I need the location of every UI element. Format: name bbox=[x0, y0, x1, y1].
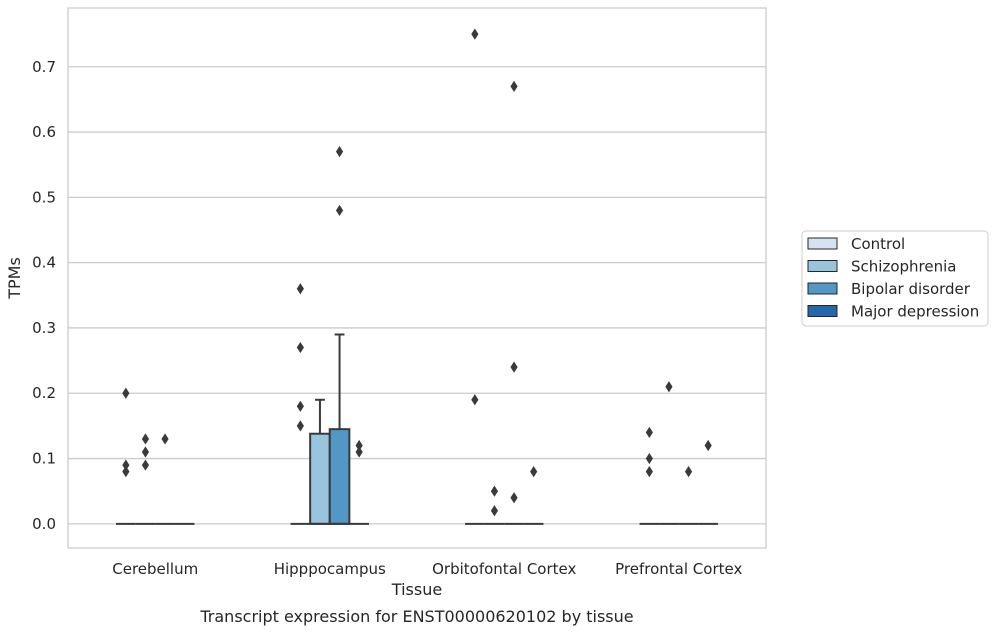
x-tick-labels: Cerebellum Hipppocampus Orbitofontal Corte… bbox=[112, 560, 742, 578]
x-axis-label: Tissue bbox=[391, 580, 442, 599]
outlier-point bbox=[141, 433, 150, 445]
outlier-point bbox=[510, 492, 518, 504]
legend-label: Bipolar disorder bbox=[851, 280, 971, 298]
outlier-point bbox=[296, 400, 304, 412]
legend-swatch bbox=[807, 305, 838, 317]
box-body bbox=[309, 432, 331, 525]
outlier-point bbox=[161, 433, 169, 445]
x-tick-label: Cerebellum bbox=[112, 560, 198, 578]
outlier-point bbox=[645, 466, 653, 478]
y-tick-label: 0.5 bbox=[32, 188, 56, 206]
y-tick-label: 0.1 bbox=[32, 450, 56, 468]
legend-label: Control bbox=[851, 235, 905, 253]
outlier-point bbox=[296, 341, 304, 354]
outlier-point bbox=[510, 361, 518, 373]
plot-frame bbox=[67, 7, 767, 549]
outlier-point bbox=[141, 459, 150, 471]
outlier-layer bbox=[122, 28, 712, 517]
legend-swatch bbox=[807, 237, 838, 250]
outlier-point bbox=[355, 446, 363, 458]
y-tick-label: 0.6 bbox=[32, 123, 56, 141]
outlier-point bbox=[490, 485, 499, 497]
legend-label: Schizophrenia bbox=[851, 258, 956, 276]
outlier-point bbox=[335, 204, 344, 217]
y-tick-label: 0.4 bbox=[32, 254, 56, 272]
x-tick-label: Orbitofontal Cortex bbox=[432, 560, 576, 578]
outlier-point bbox=[645, 452, 653, 465]
y-axis-label: TPMs bbox=[5, 257, 24, 300]
plot-area bbox=[68, 8, 766, 548]
legend: Control Schizophrenia Bipolar disorder Majo… bbox=[801, 230, 989, 327]
outlier-point bbox=[530, 466, 538, 478]
outlier-point bbox=[296, 283, 304, 295]
outlier-point bbox=[122, 459, 130, 471]
outlier-point bbox=[510, 80, 518, 92]
y-tick-label: 0.0 bbox=[32, 515, 56, 533]
outlier-point bbox=[665, 381, 673, 393]
outlier-point bbox=[471, 394, 479, 406]
outlier-point bbox=[490, 505, 499, 517]
y-tick-label: 0.2 bbox=[32, 384, 56, 402]
outlier-point bbox=[704, 439, 712, 452]
box-1-1 bbox=[309, 398, 331, 525]
legend-swatch bbox=[807, 282, 838, 295]
outlier-point bbox=[645, 426, 653, 439]
box-body bbox=[328, 428, 351, 525]
outlier-point bbox=[141, 446, 150, 458]
x-tick-label: Hipppocampus bbox=[274, 560, 386, 578]
outlier-point bbox=[122, 466, 130, 478]
y-tick-labels: 0.0 0.1 0.2 0.3 0.4 0.5 0.6 0.7 bbox=[32, 58, 56, 533]
outlier-point bbox=[471, 28, 479, 40]
legend-swatch bbox=[807, 260, 838, 272]
outlier-point bbox=[684, 466, 693, 478]
legend-label: Major depression bbox=[851, 303, 979, 321]
chart-title: Transcript expression for ENST0000062010… bbox=[199, 607, 633, 626]
outlier-point bbox=[335, 146, 344, 158]
box-layer bbox=[116, 333, 718, 525]
y-tick-label: 0.3 bbox=[32, 319, 56, 337]
x-tick-label: Prefrontal Cortex bbox=[615, 560, 742, 578]
box-1-2 bbox=[328, 333, 351, 525]
outlier-point bbox=[122, 387, 130, 399]
legend-frame bbox=[801, 230, 989, 327]
outlier-point bbox=[355, 439, 363, 452]
outlier-point bbox=[296, 420, 304, 432]
y-tick-label: 0.7 bbox=[32, 58, 56, 76]
legend-items: Control Schizophrenia Bipolar disorder Majo… bbox=[807, 235, 979, 321]
grid-lines bbox=[68, 66, 766, 525]
